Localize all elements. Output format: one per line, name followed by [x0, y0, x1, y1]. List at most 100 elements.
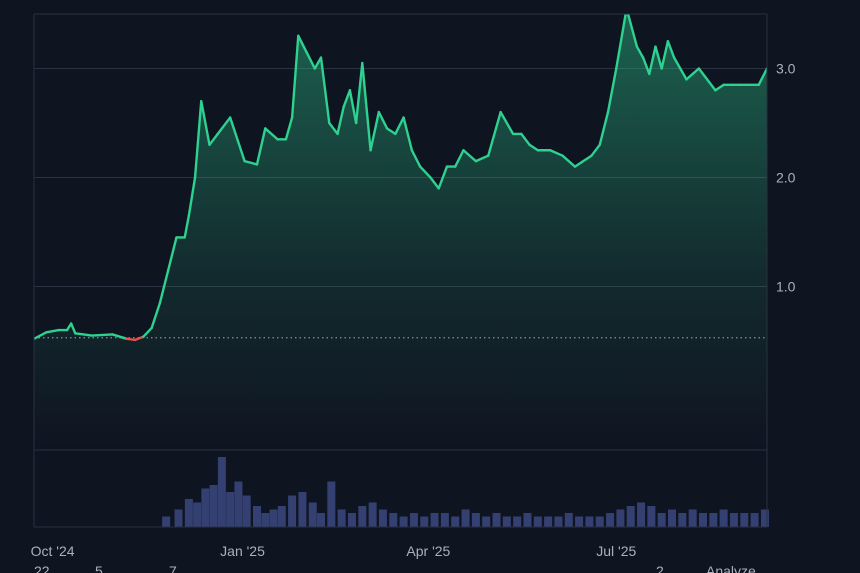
price-line-segment: [150, 301, 162, 330]
price-line-segment: [385, 127, 397, 136]
price-line-segment: [377, 110, 389, 130]
price-line-segment: [590, 143, 601, 157]
volume-bar: [242, 495, 251, 527]
price-line-segment: [672, 56, 682, 70]
volume-bar: [368, 502, 377, 527]
price-line-segment: [319, 56, 331, 125]
price-line-segment: [418, 165, 432, 179]
price-line-segment: [45, 328, 60, 334]
volume-bar: [430, 513, 439, 527]
volume-bar: [523, 513, 532, 527]
price-line-segment: [305, 50, 317, 70]
footer-label-5[interactable]: Analyze: [706, 563, 756, 573]
volume-bar: [327, 481, 336, 527]
x-tick-label: Oct '24: [31, 543, 75, 559]
price-line-segment: [208, 132, 219, 147]
volume-bar: [451, 516, 460, 527]
price-line-segment: [573, 159, 585, 168]
price-line-segment: [648, 45, 657, 76]
y-axis-labels: 1.0 2.0 3.0: [776, 61, 796, 295]
volume-bar: [740, 513, 749, 527]
price-line-segment: [264, 127, 279, 141]
volume-bar: [261, 513, 270, 527]
volume-bar: [502, 516, 511, 527]
price-line-segment: [255, 127, 267, 166]
volume-bar: [217, 457, 226, 527]
volume-bar: [252, 506, 261, 527]
volume-bar: [533, 516, 542, 527]
price-line-segment: [328, 121, 339, 136]
price-line-segment: [654, 45, 663, 70]
volume-bar: [585, 516, 594, 527]
volume-bar: [269, 509, 278, 527]
price-line-segment: [111, 333, 129, 341]
price-line-segment: [200, 99, 211, 147]
price-line-segment: [354, 61, 364, 125]
volume-bar: [564, 513, 573, 527]
volume-bar: [358, 506, 367, 527]
plot-frame: [33, 13, 768, 528]
price-line-segment: [183, 214, 191, 239]
price-line-segment: [666, 40, 676, 59]
price-line-segment: [454, 149, 465, 168]
price-line-segment: [561, 154, 577, 168]
volume-bar: [298, 492, 307, 527]
price-line-segment: [437, 165, 449, 190]
price-line-layer: [34, 14, 767, 342]
volume-bar: [544, 516, 553, 527]
volume-bar: [554, 516, 563, 527]
volume-bar: [575, 516, 584, 527]
volume-bar: [234, 481, 243, 527]
price-line-segment: [487, 110, 502, 157]
volume-bar: [709, 513, 718, 527]
price-line-segment: [125, 337, 137, 342]
x-tick-label: Jul '25: [596, 543, 636, 559]
price-line-segment: [615, 14, 627, 70]
price-line-segment: [243, 159, 259, 166]
volume-bar: [337, 509, 346, 527]
price-line-segment: [228, 116, 246, 163]
price-line-segment: [598, 110, 610, 147]
price-line-segment: [691, 67, 701, 76]
volume-bar: [308, 502, 317, 527]
volume-bar: [688, 509, 697, 527]
volume-bar: [626, 506, 635, 527]
volume-bar: [471, 513, 480, 527]
volume-bar: [226, 492, 235, 527]
price-line-segment: [69, 322, 77, 335]
price-line-segment: [429, 176, 440, 190]
volume-bar: [513, 516, 522, 527]
volume-bar: [647, 506, 656, 527]
price-line-segment: [582, 154, 593, 163]
volume-bar: [606, 513, 615, 527]
price-line-segment: [757, 67, 767, 87]
x-axis-labels: Oct '24 Jan '25 Apr '25 Jul '25: [31, 543, 637, 559]
price-line-segment: [402, 116, 414, 152]
price-line-segment: [369, 110, 381, 152]
price-line-segment: [660, 40, 670, 70]
area-fill-layer: [34, 14, 767, 450]
volume-bar: [162, 516, 171, 527]
price-line-segment: [714, 83, 725, 92]
price-line-segment: [142, 326, 153, 338]
price-line-segment: [635, 45, 645, 59]
price-line-segment: [474, 154, 490, 163]
price-line-segment: [520, 132, 531, 147]
volume-bar: [409, 513, 418, 527]
x-tick-label: Jan '25: [220, 543, 265, 559]
volume-bar: [209, 485, 218, 527]
volume-bar: [616, 509, 625, 527]
price-line-segment: [462, 149, 478, 163]
price-line-segment: [290, 34, 300, 119]
volume-bar: [193, 502, 202, 527]
price-line-segment: [158, 268, 170, 305]
volume-bar: [719, 509, 728, 527]
volume-bar: [347, 513, 356, 527]
volume-bar: [492, 513, 501, 527]
price-line-segment: [394, 116, 405, 136]
price-line-segment: [187, 176, 197, 217]
volume-bar: [399, 516, 408, 527]
volume-bar: [595, 516, 604, 527]
volume-bar: [440, 513, 449, 527]
